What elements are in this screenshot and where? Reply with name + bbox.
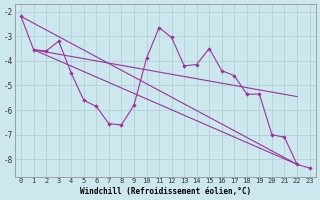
X-axis label: Windchill (Refroidissement éolien,°C): Windchill (Refroidissement éolien,°C)	[80, 187, 251, 196]
